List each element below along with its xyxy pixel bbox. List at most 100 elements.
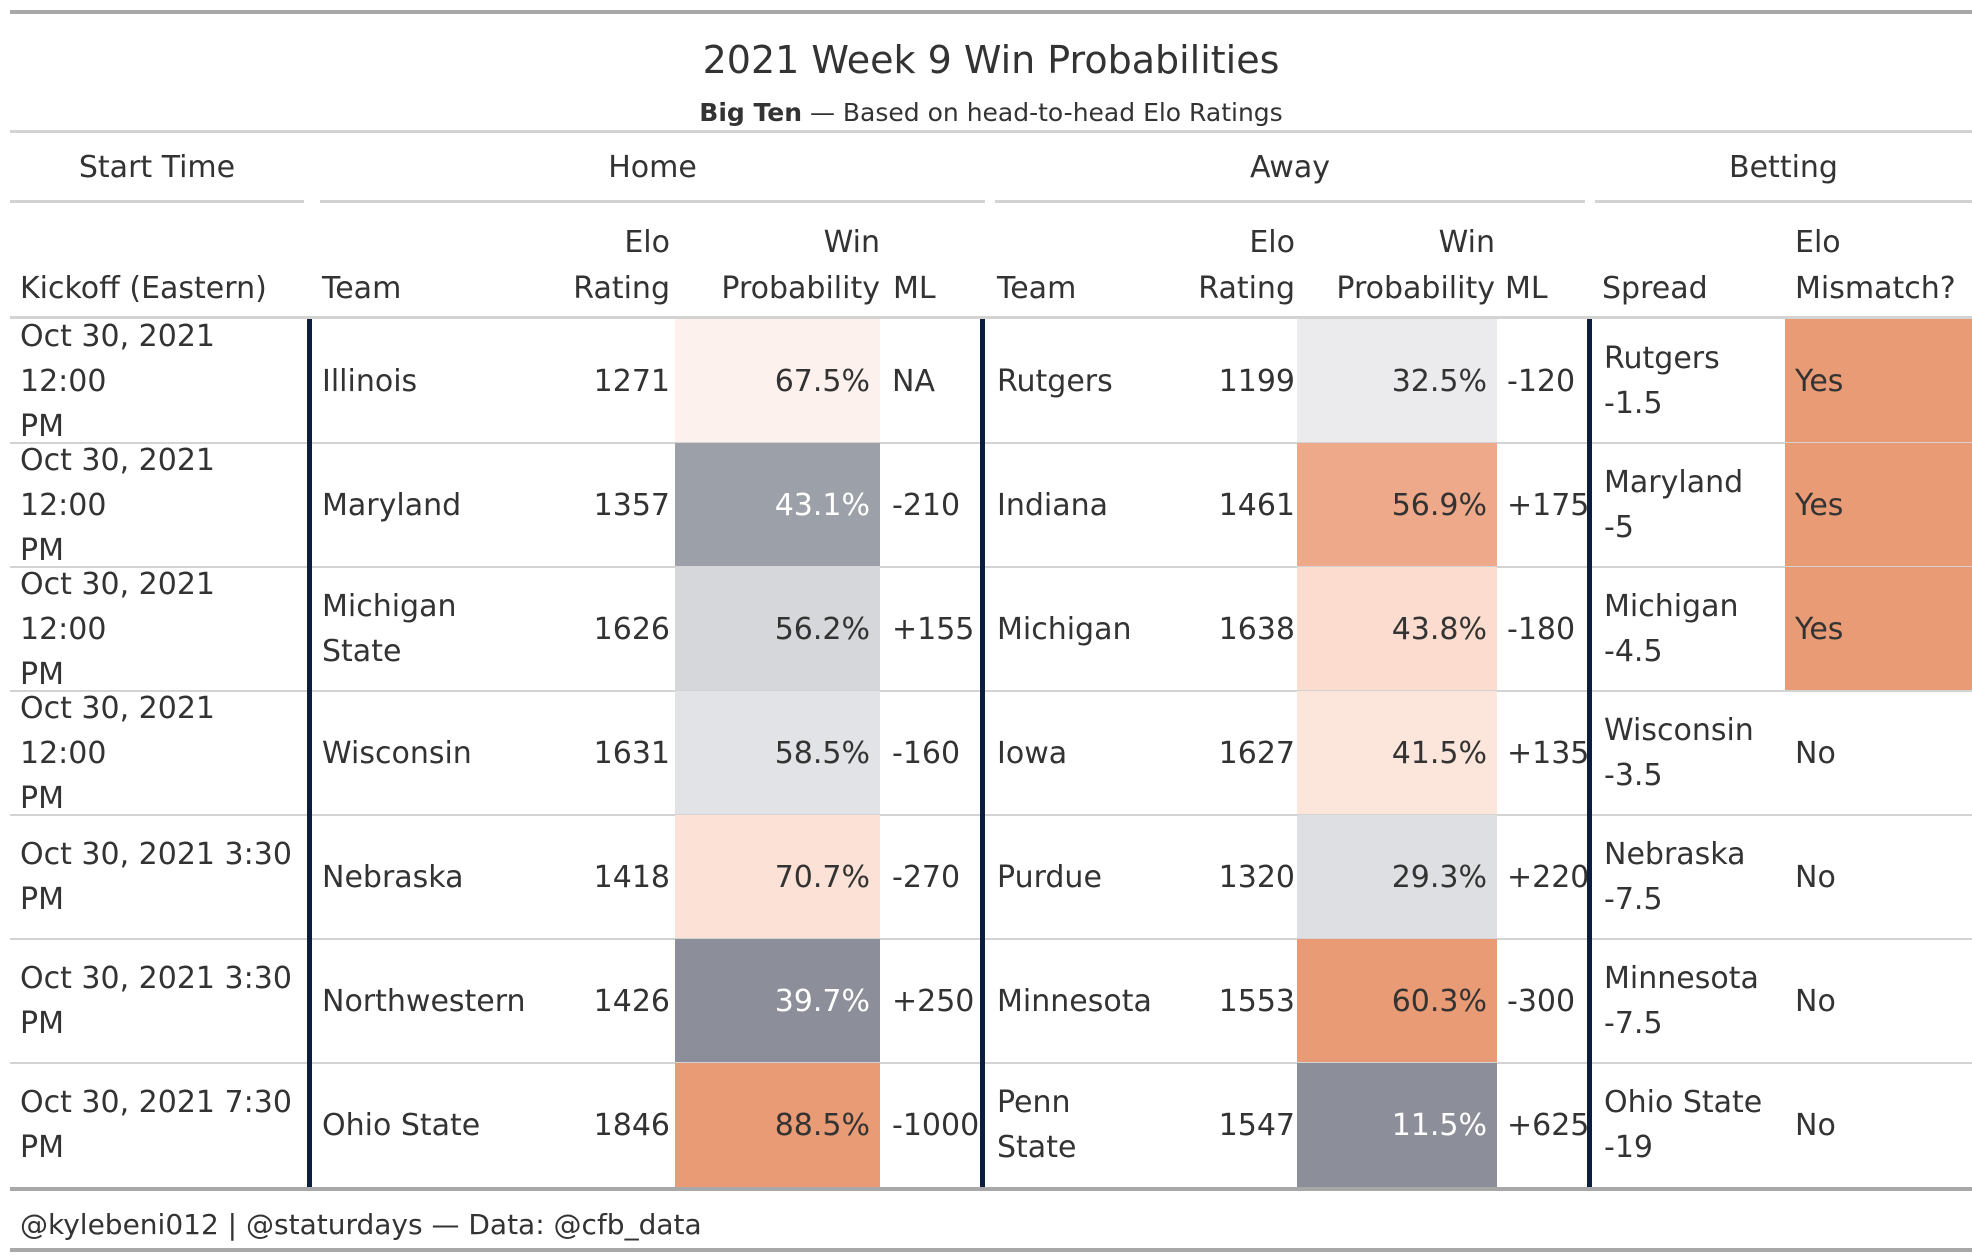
top-rule [10, 10, 1972, 14]
cell-value: 32.5% [1391, 363, 1487, 399]
cell-home-ml: +155 [880, 567, 980, 691]
cell-away-wp: 60.3% [1297, 939, 1497, 1063]
cell-value: +220 [1507, 859, 1590, 895]
cell-spread: Maryland -5 [1592, 443, 1785, 567]
cell-value: 1199 [1218, 363, 1295, 399]
cell-away-ml: +625 [1497, 1063, 1590, 1187]
cell-line: Minnesota [1604, 961, 1759, 996]
cell-away-elo: 1627 [1150, 691, 1295, 815]
cell-value: 58.5% [774, 735, 870, 771]
cell-value: 70.7% [774, 859, 870, 895]
cell-value: No [1795, 1107, 1836, 1143]
cell-line: Maryland [322, 487, 462, 523]
cell-home-elo: 1271 [530, 319, 670, 443]
cell-away-wp: 41.5% [1297, 691, 1497, 815]
cell-kickoff: Oct 30, 2021 7:30 PM [10, 1063, 304, 1187]
cell-away-wp: 29.3% [1297, 815, 1497, 939]
cell-value: +625 [1507, 1107, 1590, 1143]
col-header-away-team: Team [997, 271, 1077, 306]
cell-line: Oct 30, 2021 12:00 [20, 318, 215, 399]
cell-away-elo: 1461 [1150, 443, 1295, 567]
cell-value: 56.9% [1391, 487, 1487, 523]
col-header-spread: Spread [1602, 271, 1708, 306]
cell-home-wp: 67.5% [675, 319, 880, 443]
cell-value: -1000 [892, 1107, 980, 1143]
cell-home-team: Ohio State [312, 1063, 522, 1187]
cell-value: No [1795, 859, 1836, 895]
bottom-rule [10, 1187, 1972, 1191]
cell-value: 43.1% [774, 487, 870, 523]
row-separator [10, 1062, 1972, 1064]
cell-spread: Michigan -4.5 [1592, 567, 1785, 691]
cell-line: Wisconsin [1604, 713, 1754, 748]
cell-value: 1418 [593, 859, 670, 895]
table-row: Oct 30, 2021 12:00 PM Michigan State 1626 56.… [10, 566, 1972, 692]
spanner-betting: Betting [1729, 150, 1838, 185]
cell-mismatch: No [1785, 939, 1972, 1063]
header-rule [10, 316, 1972, 319]
cell-spread: Wisconsin -3.5 [1592, 691, 1785, 815]
cell-line: Wisconsin [322, 735, 472, 771]
footer-rule [10, 1248, 1972, 1252]
cell-value: Minnesota [997, 983, 1152, 1019]
cell-value: Rutgers [997, 363, 1113, 399]
cell-line: -19 [1604, 1130, 1653, 1165]
cell-value: NA [892, 363, 935, 399]
cell-home-team: Maryland [312, 443, 522, 567]
betting-divider [1587, 319, 1592, 1187]
cell-away-team: Indiana [985, 443, 1155, 567]
cell-value: Yes [1795, 487, 1844, 523]
cell-home-ml: -210 [880, 443, 980, 567]
cell-line: PM [20, 780, 64, 816]
source-note: @kylebeni012 | @staturdays — Data: @cfb_… [20, 1208, 702, 1241]
cell-away-ml: -300 [1497, 939, 1587, 1063]
table-row: Oct 30, 2021 3:30 PM Northwestern 1426 39.7%… [10, 939, 1972, 1063]
cell-kickoff: Oct 30, 2021 12:00 PM [10, 566, 304, 692]
cell-line: PM [20, 882, 64, 917]
cell-value: 29.3% [1391, 859, 1487, 895]
table-row: Oct 30, 2021 3:30 PM Nebraska 1418 70.7% -270… [10, 815, 1972, 939]
cell-line: Oct 30, 2021 12:00 [20, 566, 215, 647]
cell-line: Oct 30, 2021 3:30 [20, 837, 292, 872]
cell-line: -3.5 [1604, 758, 1663, 793]
cell-value: 43.8% [1391, 611, 1487, 647]
cell-home-elo: 1357 [530, 443, 670, 567]
row-separator [10, 566, 1972, 568]
cell-spread: Nebraska -7.5 [1592, 815, 1785, 939]
col-header-home-ml: ML [893, 271, 936, 306]
table-title: 2021 Week 9 Win Probabilities [702, 38, 1280, 82]
cell-away-team: Rutgers [985, 319, 1155, 443]
cell-value: No [1795, 735, 1836, 771]
cell-kickoff: Oct 30, 2021 12:00 PM [10, 318, 304, 444]
cell-value: 56.2% [774, 611, 870, 647]
cell-line: PM [20, 1130, 64, 1165]
cell-line: PM [20, 408, 64, 444]
away-divider [980, 319, 985, 1187]
cell-away-elo: 1199 [1150, 319, 1295, 443]
cell-value: 1547 [1218, 1107, 1295, 1143]
cell-away-wp: 32.5% [1297, 319, 1497, 443]
cell-value: Penn State [997, 1085, 1077, 1165]
cell-home-wp: 58.5% [675, 691, 880, 815]
cell-home-wp: 56.2% [675, 567, 880, 691]
cell-line: -4.5 [1604, 634, 1663, 669]
table-row: Oct 30, 2021 12:00 PM Maryland 1357 43.1% -21… [10, 443, 1972, 568]
cell-spread: Minnesota -7.5 [1592, 939, 1785, 1063]
cell-home-ml: -1000 [880, 1063, 980, 1187]
cell-value: -120 [1507, 363, 1576, 399]
cell-away-wp: 11.5% [1297, 1063, 1497, 1187]
row-separator [10, 442, 1972, 444]
cell-home-ml: -270 [880, 815, 980, 939]
cell-value: 1626 [593, 611, 670, 647]
cell-line: Illinois [322, 363, 418, 399]
cell-away-team: Penn State [985, 1063, 1155, 1187]
cell-value: 60.3% [1391, 983, 1487, 1019]
cell-away-team: Iowa [985, 691, 1155, 815]
cell-value: 67.5% [774, 363, 870, 399]
cell-value: 1461 [1218, 487, 1295, 523]
cell-value: 88.5% [774, 1107, 870, 1143]
cell-value: +135 [1507, 735, 1590, 771]
cell-home-elo: 1626 [530, 567, 670, 691]
cell-line: Ohio State [1604, 1085, 1763, 1120]
cell-line: -1.5 [1604, 386, 1663, 421]
